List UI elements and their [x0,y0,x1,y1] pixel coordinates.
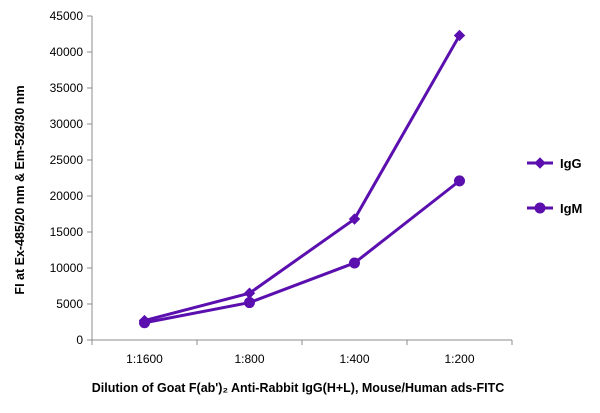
legend-marker [534,202,546,214]
legend-label: IgM [560,201,582,216]
y-tick-label: 25000 [50,153,84,167]
legend-marker [534,157,546,169]
axes [91,16,512,341]
series [138,29,466,329]
x-tick-label: 1:400 [339,352,369,366]
y-tick-label: 5000 [56,297,83,311]
y-tick-label: 35000 [50,81,84,95]
data-point-igg [348,213,361,225]
legend-item-igm: IgM [527,201,582,216]
y-tick-label: 45000 [50,9,84,23]
y-tick-label: 20000 [50,189,84,203]
y-axis-title: FI at Ex-485/20 nm & Em-528/30 nm [13,85,27,294]
x-tick-label: 1:200 [444,352,474,366]
legend-item-igg: IgG [527,156,582,171]
data-point-igm [244,297,255,309]
legend-label: IgG [560,156,582,171]
legend: IgG IgM [527,156,582,216]
x-tick-label: 1:1600 [126,352,163,366]
series-line-igm [143,179,461,325]
y-tick-label: 10000 [50,261,84,275]
data-point-igg [453,29,466,42]
x-tick-label: 1:800 [234,352,264,366]
data-point-igm [139,317,150,329]
series-line-igg [143,33,461,323]
y-axis-ticks: 0 5000 10000 15000 20000 25000 30000 35000 40000… [50,9,92,347]
y-tick-label: 15000 [50,225,84,239]
y-tick-label: 0 [76,333,83,347]
y-tick-label: 30000 [50,117,84,131]
y-tick-label: 40000 [50,45,84,59]
data-point-igm [454,175,465,187]
data-point-igm [349,257,360,269]
x-axis-title: Dilution of Goat F(ab')₂ Anti-Rabbit IgG… [92,381,505,395]
x-axis-ticks: 1:1600 1:800 1:400 1:200 [91,340,513,366]
series-igm [139,175,465,329]
